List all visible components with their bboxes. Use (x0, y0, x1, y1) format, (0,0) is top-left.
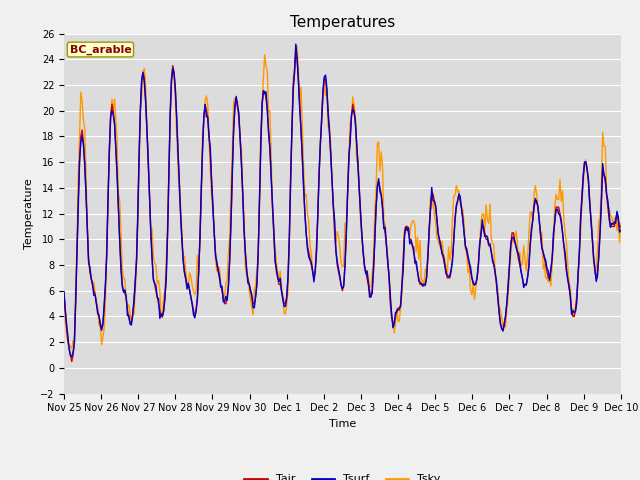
Tair (617, 224, 625, 229)
Title: Temperatures: Temperatures (290, 15, 395, 30)
Tair (84, 256, 92, 262)
Tsky (584, 178, 592, 184)
Tsky (78, 98, 86, 104)
Legend: Tair, Tsurf, Tsky: Tair, Tsurf, Tsky (240, 470, 445, 480)
Tsurf (617, 228, 625, 233)
Text: BC_arable: BC_arable (70, 44, 131, 55)
Tsurf (256, 197, 264, 203)
Tair (578, 192, 586, 197)
Tsurf (78, 132, 86, 138)
Tsurf (84, 260, 92, 266)
Tsky (84, 257, 92, 263)
Tsurf (60, 289, 68, 295)
Tsky (293, 43, 301, 48)
Tsurf (292, 41, 300, 47)
Tsurf (68, 353, 76, 359)
X-axis label: Time: Time (329, 419, 356, 429)
Tair (292, 50, 300, 56)
Tsky (68, 346, 76, 351)
Tsky (578, 198, 586, 204)
Tair (78, 127, 86, 133)
Tsky (617, 221, 625, 227)
Tair (584, 179, 592, 184)
Line: Tair: Tair (64, 53, 621, 361)
Line: Tsky: Tsky (64, 46, 621, 348)
Tair (256, 198, 264, 204)
Tsurf (537, 230, 545, 236)
Tsky (256, 188, 264, 193)
Tair (60, 290, 68, 296)
Tsky (537, 233, 545, 239)
Tsurf (584, 177, 592, 182)
Line: Tsurf: Tsurf (64, 44, 621, 356)
Y-axis label: Temperature: Temperature (24, 178, 35, 249)
Tsurf (578, 196, 586, 202)
Tsky (60, 289, 68, 295)
Tair (68, 359, 76, 364)
Tair (537, 230, 545, 236)
